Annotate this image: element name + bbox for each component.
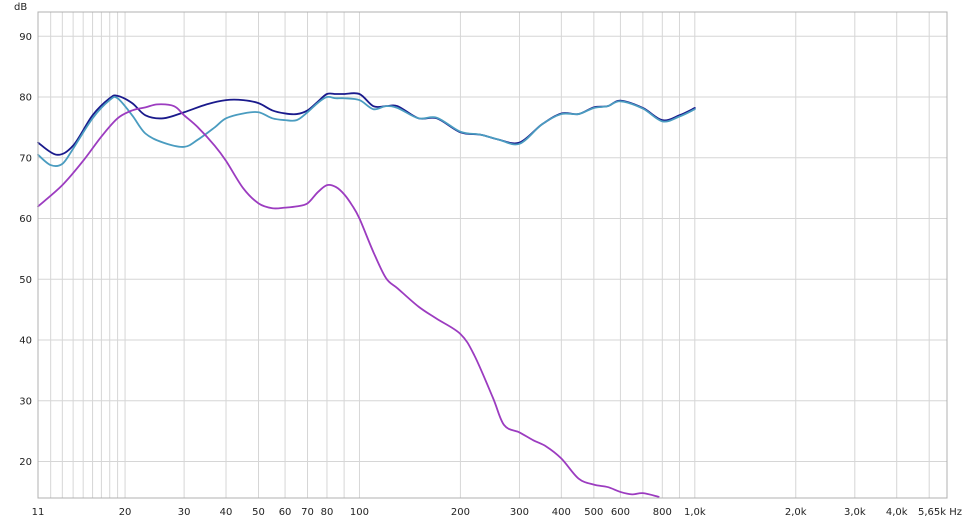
x-tick-label: 50 (252, 507, 265, 518)
tick-labels: 20 30 40 50 60 70 80 90 11 20 30 40 50 60 70 80 100 200 30… (19, 32, 962, 518)
x-tick-label: 80 (321, 507, 334, 518)
x-tick-label: 4,0k (886, 507, 908, 518)
y-tick-label: 60 (19, 214, 32, 225)
y-tick-label: 20 (19, 457, 32, 468)
x-tick-label: 40 (220, 507, 233, 518)
x-tick-label: 70 (301, 507, 314, 518)
y-tick-label: 90 (19, 32, 32, 43)
series-layer (37, 92, 696, 498)
x-tick-label: 60 (279, 507, 292, 518)
x-tick-label: 200 (451, 507, 470, 518)
grid (38, 12, 947, 498)
x-tick-label: 3,0k (844, 507, 866, 518)
y-tick-label: 80 (19, 93, 32, 104)
y-tick-label: 40 (19, 336, 32, 347)
y-axis-label: dB (14, 2, 27, 13)
x-tick-label: 800 (653, 507, 672, 518)
x-tick-label: 300 (510, 507, 529, 518)
series-line-3 (37, 103, 660, 498)
plot-frame (37, 11, 948, 499)
x-tick-label: 20 (119, 507, 132, 518)
y-tick-label: 70 (19, 153, 32, 164)
x-tick-label: 500 (584, 507, 603, 518)
x-tick-label: 30 (178, 507, 191, 518)
y-tick-label: 30 (19, 396, 32, 407)
series-line-2 (37, 95, 696, 167)
x-tick-label: 2,0k (785, 507, 807, 518)
x-tick-label: 5,65k Hz (918, 507, 962, 518)
x-tick-label: 600 (611, 507, 630, 518)
x-tick-label: 100 (350, 507, 369, 518)
x-tick-label: 400 (552, 507, 571, 518)
x-tick-label: 1,0k (684, 507, 706, 518)
y-tick-label: 50 (19, 275, 32, 286)
x-tick-label: 11 (32, 507, 45, 518)
